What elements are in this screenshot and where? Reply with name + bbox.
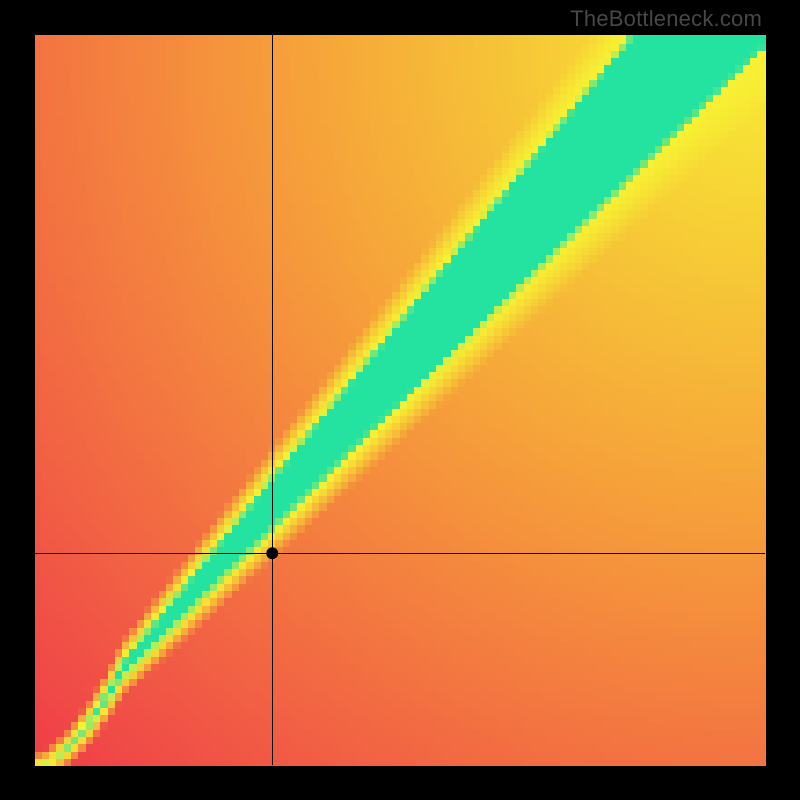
watermark-text: TheBottleneck.com — [570, 6, 762, 32]
heatmap-canvas — [0, 0, 800, 800]
chart-stage: TheBottleneck.com — [0, 0, 800, 800]
